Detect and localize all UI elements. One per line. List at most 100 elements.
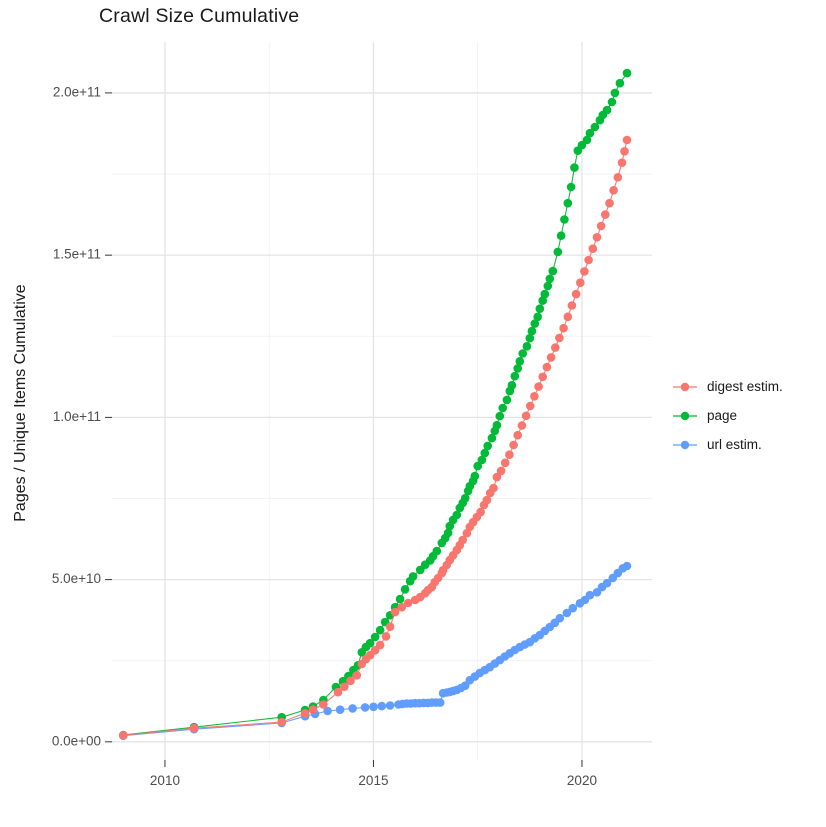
data-point (568, 603, 578, 613)
data-point (545, 274, 555, 284)
data-point (510, 371, 520, 381)
data-point (584, 255, 593, 265)
data-point (308, 705, 318, 714)
data-point (352, 671, 362, 680)
data-point (492, 420, 502, 430)
data-point (580, 267, 589, 276)
data-point (403, 598, 413, 608)
data-point (571, 289, 581, 299)
data-point (530, 392, 539, 401)
x-tick-label: 2010 (150, 773, 180, 788)
data-point (567, 301, 577, 310)
data-point (513, 430, 522, 440)
data-point (559, 323, 568, 333)
y-tick-label: 0.0e+00 (52, 733, 101, 748)
data-point (443, 528, 453, 538)
data-point (538, 372, 547, 382)
data-point (476, 507, 485, 517)
data-point (566, 182, 576, 192)
data-point (590, 122, 600, 132)
data-point (480, 448, 490, 458)
data-point (602, 578, 612, 588)
y-tick-label: 1.5e+11 (53, 247, 101, 262)
chart-title: Crawl Size Cumulative (99, 5, 300, 27)
data-point (582, 135, 592, 145)
data-point (609, 186, 618, 195)
data-point (381, 632, 391, 641)
data-point (495, 411, 505, 421)
data-point (319, 700, 328, 709)
data-point (538, 296, 547, 305)
data-point (610, 88, 620, 98)
data-point (601, 210, 610, 219)
data-point (509, 440, 518, 450)
data-point (585, 590, 595, 600)
data-point (540, 289, 550, 299)
data-point (515, 357, 525, 366)
data-point (432, 546, 442, 556)
data-point (119, 731, 128, 740)
data-point (525, 333, 535, 343)
data-point (375, 640, 385, 650)
legend-entry: digest estim. (672, 379, 783, 394)
data-point (527, 326, 537, 336)
data-point (556, 231, 566, 240)
data-point (496, 466, 506, 476)
data-point (535, 304, 545, 314)
data-point (615, 78, 625, 88)
data-point (489, 483, 498, 493)
data-point (585, 128, 595, 138)
data-point (487, 433, 497, 443)
legend-label: url estim. (707, 437, 762, 452)
y-tick-label: 1.0e+11 (53, 409, 101, 424)
y-tick-label: 2.0e+11 (53, 85, 101, 100)
data-point (500, 458, 510, 468)
data-point (605, 198, 614, 208)
data-point (375, 625, 385, 635)
legend: digest estim. page url estim. (672, 379, 783, 452)
data-point (385, 701, 395, 710)
data-point (505, 450, 514, 460)
x-tick-label: 2020 (567, 773, 597, 788)
data-point (390, 607, 400, 617)
data-point (502, 395, 512, 405)
data-point (435, 698, 445, 707)
legend-label: page (707, 408, 738, 423)
data-point (592, 233, 602, 242)
data-point (460, 493, 470, 503)
data-point (555, 613, 565, 623)
data-point (385, 622, 395, 631)
data-point (522, 342, 532, 351)
data-point (622, 561, 632, 571)
data-point (369, 702, 378, 712)
data-point (533, 312, 542, 322)
data-point (346, 676, 355, 686)
data-point (397, 602, 407, 612)
data-point (576, 278, 585, 288)
data-point (546, 353, 556, 362)
data-point (622, 68, 632, 78)
data-point (620, 147, 629, 156)
data-point (542, 362, 552, 372)
data-point (189, 723, 199, 733)
data-point (477, 455, 487, 465)
data-point (395, 594, 405, 604)
data-point (458, 535, 468, 545)
data-point (622, 135, 632, 145)
data-point (498, 403, 508, 413)
data-point (323, 706, 332, 716)
data-point (513, 364, 522, 373)
data-point (596, 221, 606, 231)
data-point (360, 703, 370, 712)
data-point (507, 381, 517, 390)
data-point (588, 244, 598, 253)
data-point (335, 705, 345, 714)
data-point (482, 495, 492, 505)
data-point (562, 608, 572, 618)
data-point (370, 632, 380, 642)
data-point (560, 215, 569, 224)
data-point (525, 401, 535, 411)
data-point (517, 421, 527, 430)
